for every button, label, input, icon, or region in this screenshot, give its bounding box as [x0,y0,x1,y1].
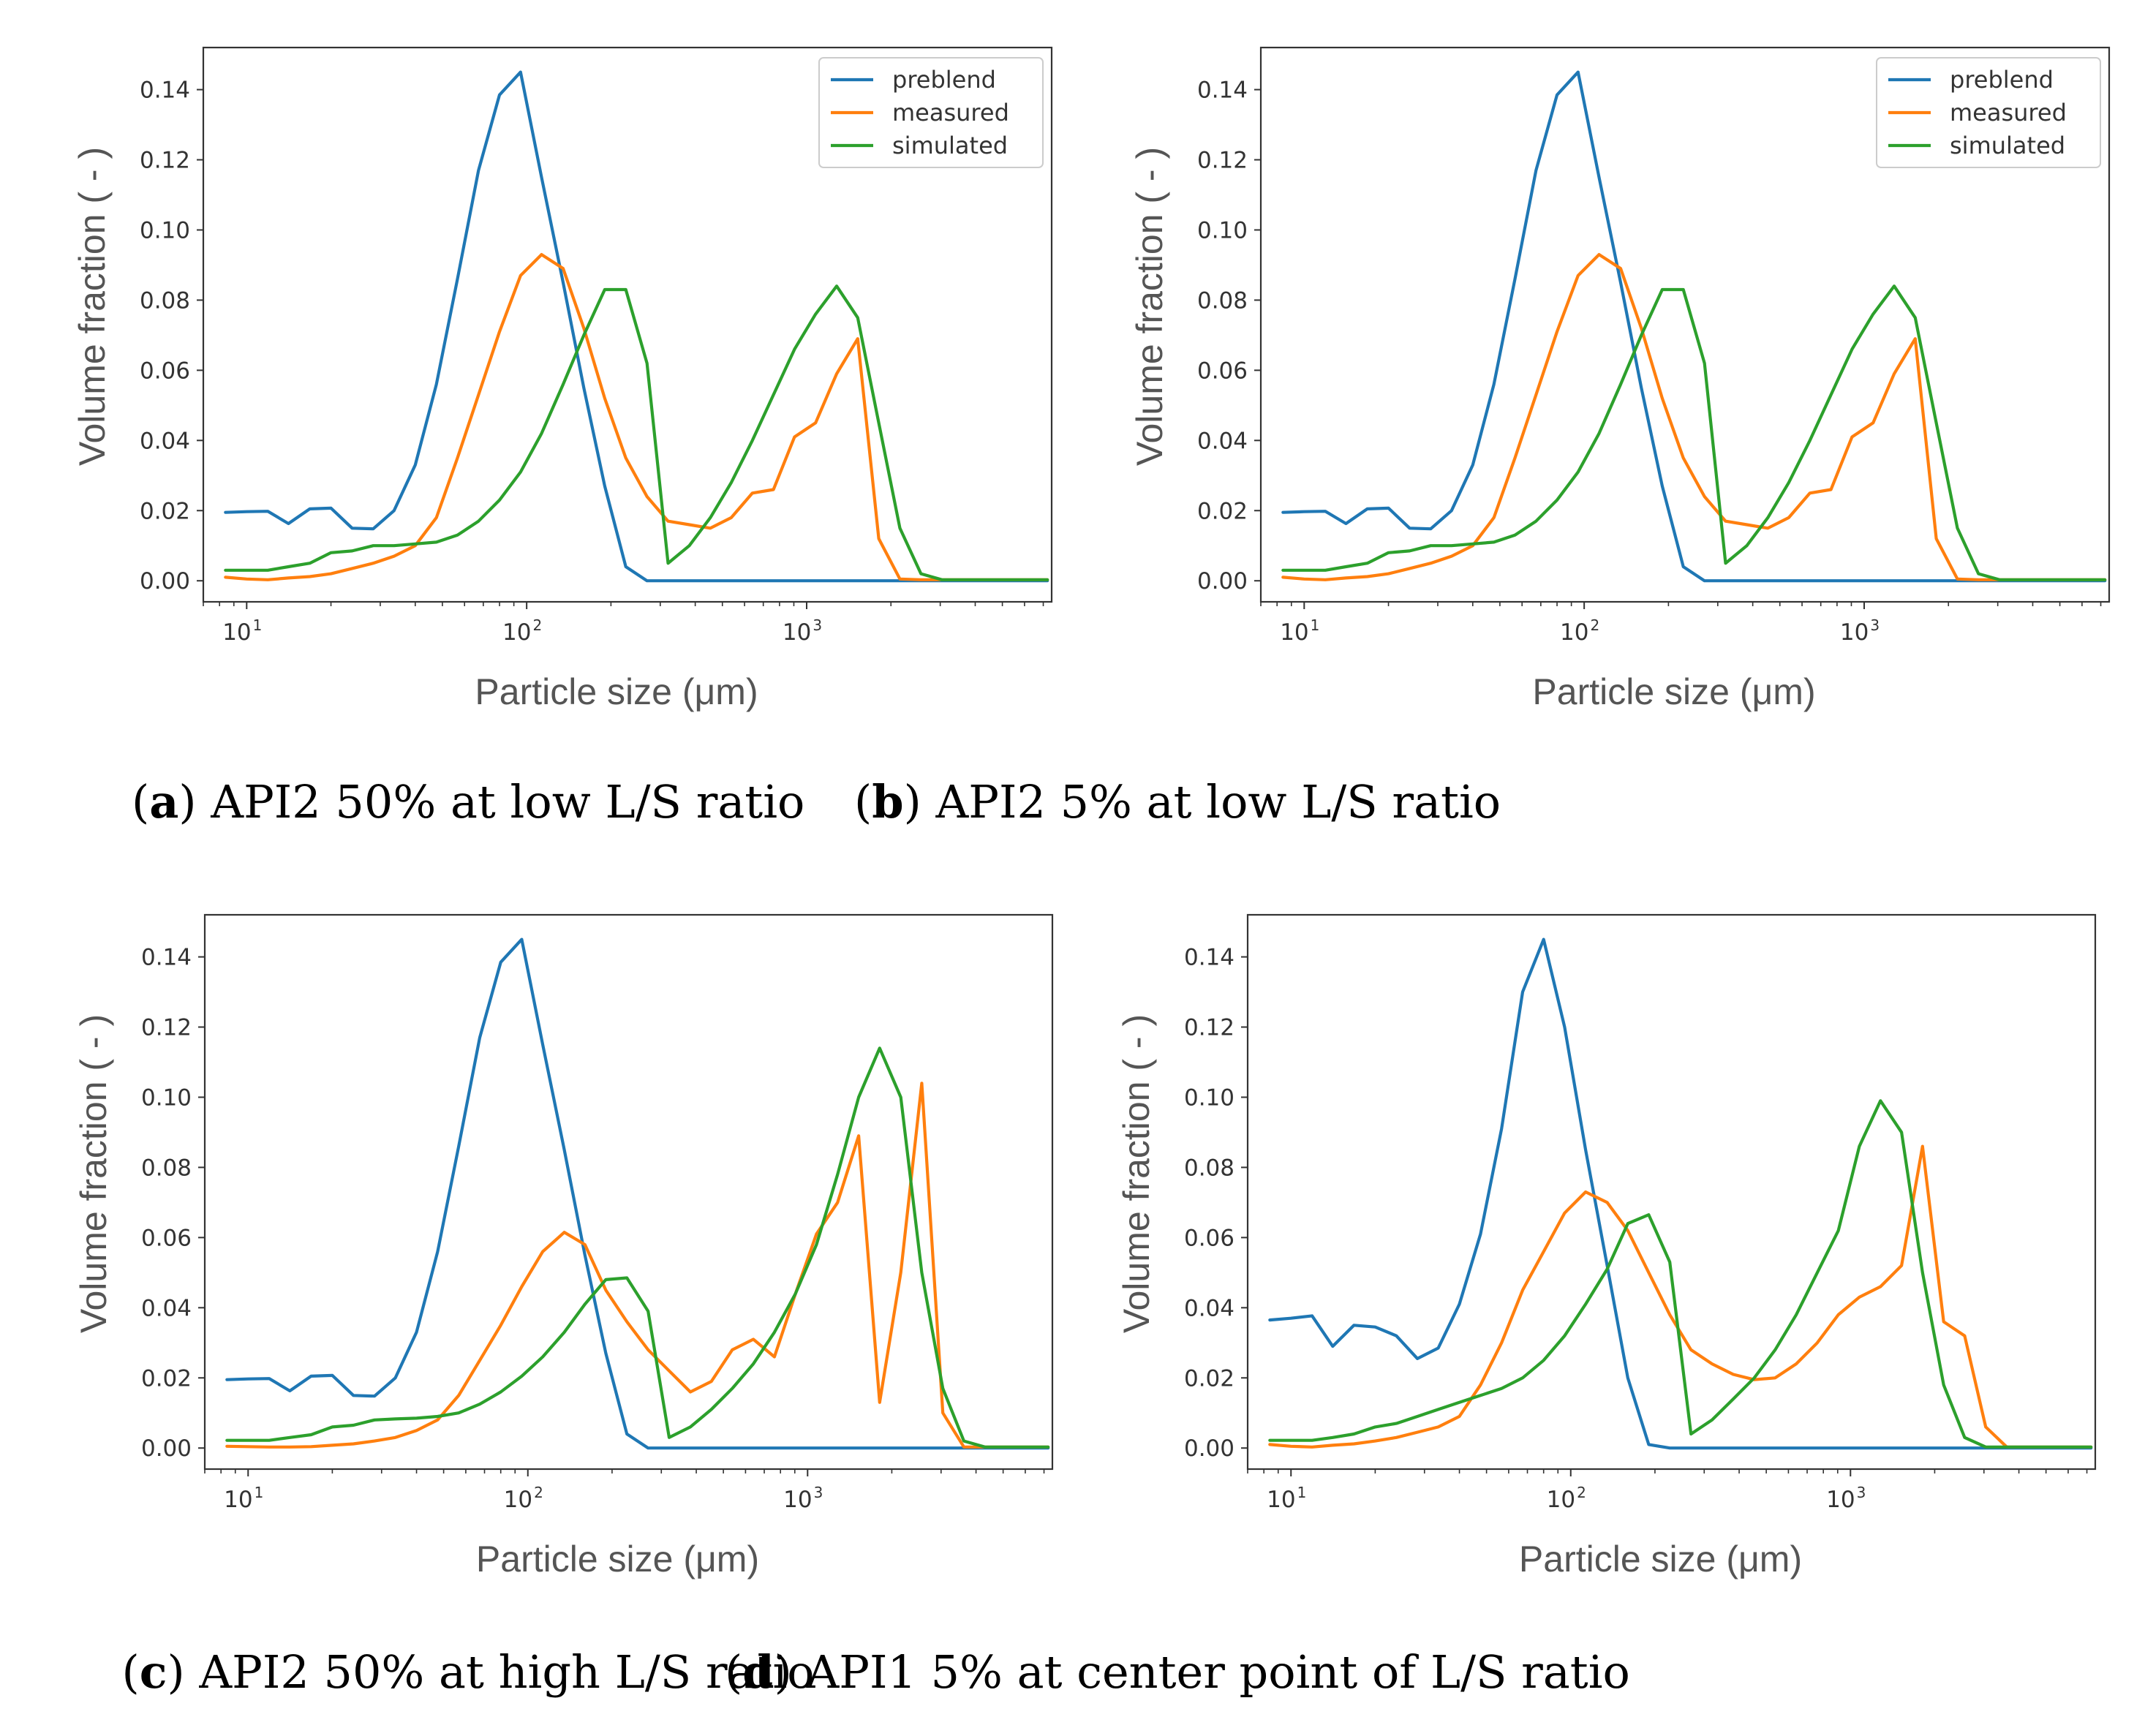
y-tick-label: 0.00 [1197,568,1248,595]
caption-text: API2 50% at low L/S ratio [211,775,805,829]
x-tick-label: 10 2 [504,1484,543,1513]
y-tick-label: 0.06 [1184,1225,1234,1251]
x-tick-label: 10 2 [502,616,542,646]
x-tick-label: 10 1 [224,1484,263,1513]
y-tick-label: 0.10 [141,1084,192,1111]
caption-text: API1 5% at center point of L/S ratio [806,1645,1630,1699]
y-tick-label: 0.14 [1184,945,1234,971]
x-tick-label: 10 2 [1560,616,1599,646]
chart-b: 0.00 0.02 0.04 0.06 0.08 0.10 0.12 0.14 10 1 10 2 10… [1129,46,2111,712]
y-tick-label: 0.08 [1184,1155,1234,1181]
series-line-simulated [224,284,1049,581]
panel-a: 0.00 0.02 0.04 0.06 0.08 0.10 0.12 0.14 10 1 10 2 10… [0,0,1072,868]
y-axis-label: Volume fraction ( - ) [1129,147,1170,466]
legend-label-simulated: simulated [892,132,1008,159]
x-tick-label: 10 1 [1280,616,1319,646]
legend-box [818,57,1044,168]
plot-frame [203,913,1054,1471]
y-tick-label: 0.04 [1184,1295,1234,1321]
x-axis-label: Particle size (μm) [475,671,758,712]
series-line-preblend [225,937,1050,1450]
y-tick-label: 0.12 [1184,1015,1234,1041]
y-tick-label: 0.10 [140,217,190,244]
y-tick-label: 0.00 [1184,1435,1234,1462]
series-line-measured [1281,253,2107,581]
y-tick-label: 0.00 [141,1435,192,1462]
legend-label-simulated: simulated [1950,132,2065,159]
caption-letter: b [872,775,904,829]
y-tick-label: 0.06 [141,1225,192,1251]
y-tick-label: 0.00 [140,568,190,595]
legend: preblend measured simulated [818,57,1044,168]
y-tick-label: 0.14 [141,945,192,971]
y-tick-label: 0.12 [140,148,190,174]
chart-d: 0.00 0.02 0.04 0.06 0.08 0.10 0.12 0.14 10 1 10 2 10… [1116,913,2097,1580]
x-tick-label: 10 3 [783,616,822,646]
y-axis-label: Volume fraction ( - ) [1116,1014,1157,1333]
caption-text: API2 5% at low L/S ratio [935,775,1501,829]
x-axis-label: Particle size (μm) [1519,1539,1802,1580]
series-line-measured [224,253,1049,581]
y-tick-label: 0.14 [1197,78,1248,104]
y-tick-label: 0.08 [141,1155,192,1181]
caption-d: (d) API1 5% at center point of L/S ratio [725,1645,1630,1699]
x-tick-label: 10 3 [1826,1484,1866,1513]
legend: preblend measured simulated [1876,57,2101,168]
legend-label-measured: measured [892,99,1009,127]
y-tick-label: 0.14 [140,78,190,104]
y-tick-label: 0.02 [1197,498,1248,524]
y-tick-label: 0.02 [141,1365,192,1392]
caption-c: (c) API2 50% at high L/S ratio [121,1645,815,1699]
y-tick-label: 0.04 [1197,428,1248,454]
panel-d: 0.00 0.02 0.04 0.06 0.08 0.10 0.12 0.14 10 1 10 2 10… [1072,868,2144,1736]
plot-frame [202,46,1053,603]
series-line-simulated [1281,284,2107,581]
x-axis-label: Particle size (μm) [1532,671,1815,712]
y-tick-label: 0.12 [1197,148,1248,174]
caption-b: (b) API2 5% at low L/S ratio [854,775,1501,829]
series-line-measured [1268,1144,2093,1449]
caption-letter: c [139,1645,167,1699]
y-tick-label: 0.10 [1197,217,1248,244]
y-tick-label: 0.04 [140,428,190,454]
series-line-simulated [225,1046,1050,1449]
x-tick-label: 10 1 [222,616,262,646]
legend-label-preblend: preblend [892,66,996,94]
series-line-preblend [1268,937,2093,1450]
panel-c: 0.00 0.02 0.04 0.06 0.08 0.10 0.12 0.14 10 1 10 2 10… [0,868,1072,1736]
y-tick-label: 0.12 [141,1015,192,1041]
legend-label-measured: measured [1950,99,2067,127]
caption-letter: d [742,1645,774,1699]
y-tick-label: 0.08 [140,287,190,314]
y-tick-label: 0.02 [1184,1365,1234,1392]
y-tick-label: 0.06 [1197,358,1248,384]
caption-letter: a [149,775,179,829]
legend-label-preblend: preblend [1950,66,2054,94]
panel-b: 0.00 0.02 0.04 0.06 0.08 0.10 0.12 0.14 10 1 10 2 10… [1072,0,2144,868]
x-tick-label: 10 1 [1267,1484,1306,1513]
x-tick-label: 10 2 [1547,1484,1586,1513]
legend-box [1876,57,2101,168]
x-axis-label: Particle size (μm) [476,1539,759,1580]
y-tick-label: 0.08 [1197,287,1248,314]
x-tick-label: 10 3 [1840,616,1880,646]
chart-a: 0.00 0.02 0.04 0.06 0.08 0.10 0.12 0.14 10 1 10 2 10… [72,46,1053,712]
x-tick-label: 10 3 [783,1484,823,1513]
series-line-simulated [1268,1099,2093,1449]
plot-frame [1259,46,2111,603]
y-tick-label: 0.02 [140,498,190,524]
y-tick-label: 0.06 [140,358,190,384]
chart-c: 0.00 0.02 0.04 0.06 0.08 0.10 0.12 0.14 10 1 10 2 10… [73,913,1054,1580]
y-axis-label: Volume fraction ( - ) [73,1014,114,1333]
caption-a: (a) API2 50% at low L/S ratio [132,775,805,829]
y-tick-label: 0.10 [1184,1084,1234,1111]
y-tick-label: 0.04 [141,1295,192,1321]
y-axis-label: Volume fraction ( - ) [72,147,113,466]
caption-text: API2 50% at high L/S ratio [199,1645,815,1699]
plot-frame [1246,913,2097,1471]
